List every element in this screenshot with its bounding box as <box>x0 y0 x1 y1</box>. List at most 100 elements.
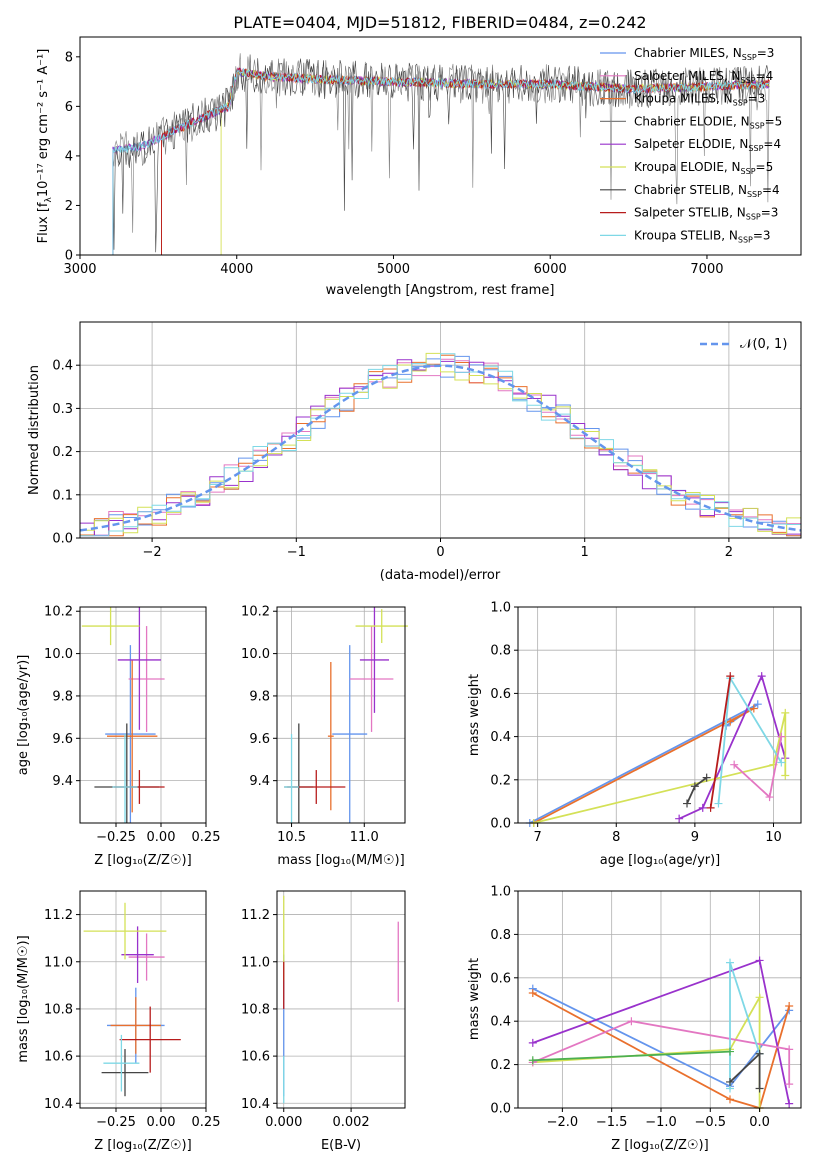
mass-vs-EBV-frame <box>276 890 406 1109</box>
massweight-vs-age-xtick-label: 7 <box>534 830 542 845</box>
massweight-vs-age-ytick-label: 0.4 <box>490 730 511 745</box>
massweight-vs-Z-xtick-label: −1.0 <box>645 1115 677 1130</box>
spectrum-xticks: 3000 4000 5000 6000 7000 <box>63 255 724 277</box>
massweight-vs-Z-marks <box>518 890 801 1112</box>
residuals-xticks: −2 −1 0 1 2 <box>143 538 733 560</box>
mass-vs-EBV-ytick-label: 10.6 <box>241 1050 270 1065</box>
mass-vs-EBV-yticks: 10.4 10.6 10.8 11.0 11.2 <box>241 908 277 1112</box>
spectrum-panel: 3000 4000 5000 6000 7000 0 2 4 6 8 wavelength [A… <box>36 36 802 298</box>
mass-vs-Z-ytick-label: 10.8 <box>44 1002 73 1017</box>
legend-entry-label: Kroupa STELIB, NSSP=3 <box>634 228 771 244</box>
massweight-vs-age-point-marker <box>714 799 723 808</box>
spectrum-xtick-label: 5000 <box>377 262 410 277</box>
massweight-vs-Z-xtick-label: −2.0 <box>547 1115 579 1130</box>
age-vs-Z-ytick-label: 9.6 <box>52 732 73 747</box>
massweight-vs-age-marks <box>518 606 801 827</box>
massweight-vs-Z-point-marker <box>528 988 537 997</box>
residuals-xtick-label: 2 <box>725 545 733 560</box>
massweight-vs-Z-point-marker <box>785 1080 794 1089</box>
age-vs-mass-marks <box>277 607 408 823</box>
spectrum-marks <box>112 53 770 255</box>
figure-title: PLATE=0404, MJD=51812, FIBERID=0484, z=0… <box>233 13 646 32</box>
mass-vs-Z-xtick-label: 0.00 <box>147 1115 176 1130</box>
age-vs-mass-ytick-label: 9.8 <box>249 689 270 704</box>
massweight-vs-age-ytick-label: 0.6 <box>490 687 511 702</box>
age-vs-mass-ytick-label: 9.6 <box>249 732 270 747</box>
massweight-vs-Z-ytick-label: 1.0 <box>490 885 511 900</box>
mass-vs-Z-ytick-label: 10.6 <box>44 1050 73 1065</box>
spectrum-legend: Chabrier MILES, NSSP=3 Salpeter MILES, NS… <box>600 46 782 244</box>
age-vs-mass-xticks: 10.5 11.0 <box>277 823 379 845</box>
massweight-vs-age-ytick-label: 0.8 <box>490 644 511 659</box>
massweight-vs-age-xtick-label: 8 <box>612 830 620 845</box>
spectrum-xtick-label: 7000 <box>690 262 723 277</box>
massweight-vs-Z-series-line <box>729 962 761 1089</box>
massweight-vs-age-ylabel: mass weight <box>467 674 482 756</box>
massweight-vs-age-point-marker <box>777 732 786 741</box>
massweight-vs-Z-point-marker <box>528 1056 537 1065</box>
massweight-vs-age-ytick-label: 1.0 <box>490 601 511 616</box>
mass-vs-EBV-panel: 0.000 0.002 10.4 10.6 10.8 11.0 11.2 E(B-V) <box>241 890 406 1153</box>
spectrum-series-line <box>112 54 770 255</box>
spectrum-xlabel: wavelength [Angstrom, rest frame] <box>326 283 555 298</box>
massweight-vs-age-point-marker <box>753 700 762 709</box>
mass-vs-EBV-xtick-label: 0.000 <box>265 1115 302 1130</box>
spectrum-frame <box>79 36 802 256</box>
age-vs-Z-xtick-label: 0.00 <box>147 830 176 845</box>
age-vs-Z-ytick-label: 9.8 <box>52 689 73 704</box>
mass-vs-EBV-ytick-label: 11.0 <box>241 955 270 970</box>
age-vs-Z-ylabel: age [log₁₀(age/yr)] <box>16 655 31 776</box>
massweight-vs-age-point-marker <box>781 771 790 780</box>
massweight-vs-Z-xlabel: Z [log₁₀(Z/Z☉)] <box>611 1138 708 1153</box>
residuals-yticks: 0.0 0.1 0.2 0.3 0.4 <box>52 359 80 547</box>
age-vs-mass-xlabel: mass [log₁₀(M/M☉)] <box>277 853 404 868</box>
massweight-vs-Z-ytick-label: 0.0 <box>490 1102 511 1117</box>
residuals-ylabel: Normed distribution <box>27 365 42 495</box>
massweight-vs-Z-point-marker <box>726 1095 735 1104</box>
massweight-vs-age-series-line <box>733 736 783 799</box>
massweight-vs-age-point-marker <box>730 760 739 769</box>
legend-entry-label: Kroupa MILES, NSSP=3 <box>634 92 765 108</box>
massweight-vs-age-panel: 7 8 9 10 0.0 0.2 0.4 0.6 0.8 1.0 age [log₁₀(age/… <box>467 601 802 868</box>
massweight-vs-age-point-marker <box>675 814 684 823</box>
massweight-vs-Z-point-marker <box>755 1084 764 1093</box>
mass-vs-Z-ylabel: mass [log₁₀(M/M☉)] <box>16 935 31 1062</box>
mass-vs-Z-panel: −0.25 0.00 0.25 10.4 10.6 10.8 11.0 11.2 Z [lo… <box>16 890 220 1153</box>
mass-vs-Z-xticks: −0.25 0.00 0.25 <box>96 1108 220 1130</box>
legend-entry-label: Chabrier MILES, NSSP=3 <box>634 46 774 62</box>
legend-entry-label: Salpeter STELIB, NSSP=3 <box>634 206 778 222</box>
massweight-vs-age-yticks: 0.0 0.2 0.4 0.6 0.8 1.0 <box>490 601 518 832</box>
mass-vs-Z-ytick-label: 11.0 <box>44 955 73 970</box>
massweight-vs-Z-point-marker <box>785 1099 794 1108</box>
spectrum-yticks: 0 2 4 6 8 <box>65 50 80 264</box>
massweight-vs-Z-point-marker <box>627 1017 636 1026</box>
massweight-vs-age-point-marker <box>706 803 715 812</box>
age-vs-mass-ytick-label: 10.0 <box>241 647 270 662</box>
residuals-marks <box>79 322 802 539</box>
spectrum-ylabel: Flux [fλ10⁻¹⁷ erg cm⁻² s⁻¹ A⁻¹] <box>36 49 54 244</box>
residuals-xtick-label: 0 <box>436 545 444 560</box>
massweight-vs-Z-point-marker <box>755 956 764 965</box>
massweight-vs-Z-point-marker <box>726 958 735 967</box>
massweight-vs-age-ytick-label: 0.2 <box>490 773 511 788</box>
spectrum-xtick-label: 3000 <box>63 262 96 277</box>
massweight-vs-Z-ytick-label: 0.2 <box>490 1058 511 1073</box>
residual-histogram-step <box>80 353 801 537</box>
age-vs-Z-xtick-label: −0.25 <box>96 830 136 845</box>
spectrum-ytick-label: 4 <box>65 149 73 164</box>
massweight-vs-age-point-marker <box>690 782 699 791</box>
age-vs-Z-ytick-label: 10.2 <box>44 605 73 620</box>
mass-vs-Z-xtick-label: 0.25 <box>192 1115 221 1130</box>
age-vs-Z-xticks: −0.25 0.00 0.25 <box>96 823 220 845</box>
age-vs-Z-frame <box>79 606 207 824</box>
massweight-vs-age-xlabel: age [log₁₀(age/yr)] <box>600 853 721 868</box>
legend-entry-label: Chabrier ELODIE, NSSP=5 <box>634 114 782 130</box>
normal-curve-line <box>79 364 802 532</box>
massweight-vs-Z-series-line <box>532 1050 731 1062</box>
legend-entry-label: Chabrier STELIB, NSSP=4 <box>634 183 780 199</box>
massweight-vs-Z-point-marker <box>755 1049 764 1058</box>
legend-entry-label: Salpeter ELODIE, NSSP=4 <box>634 137 781 153</box>
massweight-vs-Z-frame <box>517 890 802 1109</box>
residuals-xtick-label: −1 <box>287 545 306 560</box>
massweight-vs-age-point-marker <box>702 773 711 782</box>
